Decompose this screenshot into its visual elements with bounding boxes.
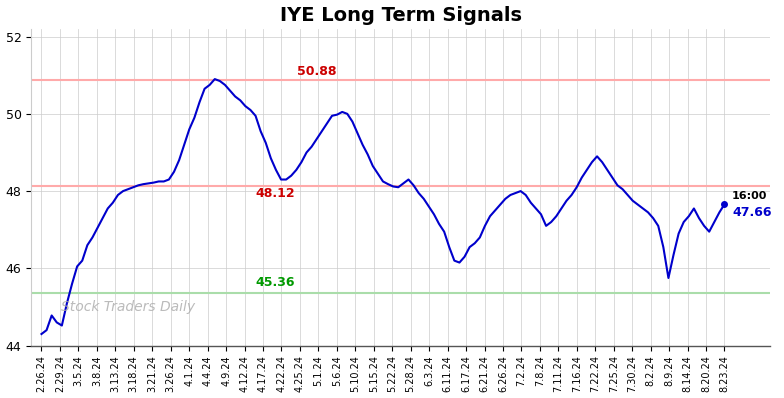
- Text: 48.12: 48.12: [256, 187, 296, 200]
- Text: Stock Traders Daily: Stock Traders Daily: [61, 300, 195, 314]
- Text: 45.36: 45.36: [256, 276, 296, 289]
- Text: 50.88: 50.88: [297, 65, 336, 78]
- Text: 16:00: 16:00: [732, 191, 768, 201]
- Title: IYE Long Term Signals: IYE Long Term Signals: [280, 6, 522, 25]
- Text: 47.66: 47.66: [732, 206, 771, 219]
